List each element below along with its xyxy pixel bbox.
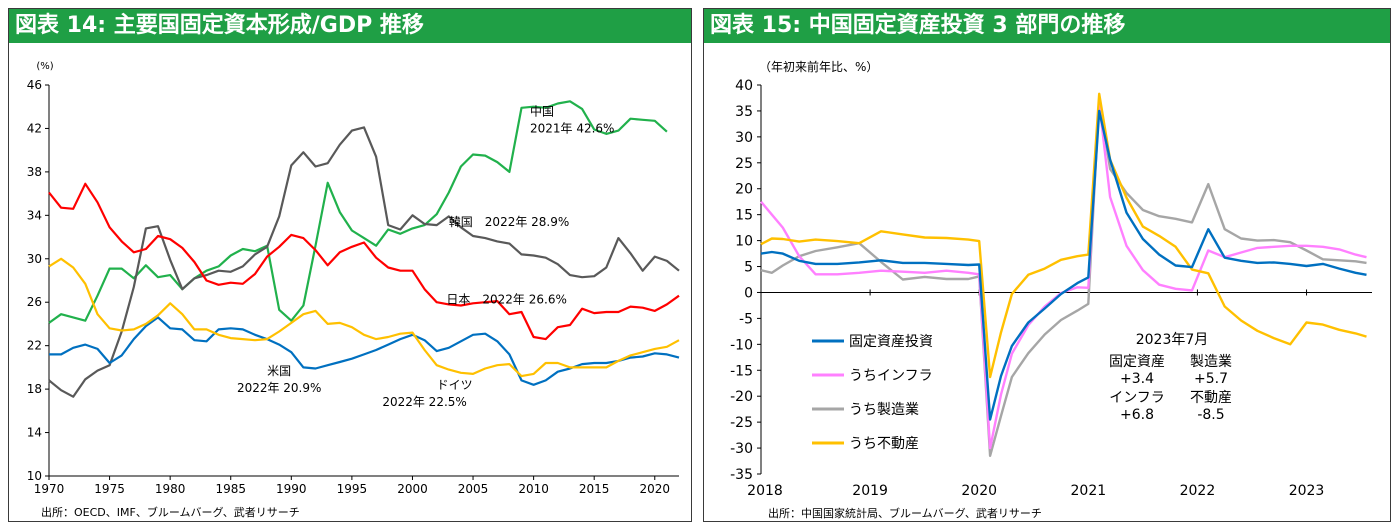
legend-label-2: うち製造業: [849, 402, 919, 418]
y-tick-label-left: 30: [27, 252, 42, 266]
x-tick-label-right: 2021: [1071, 483, 1107, 499]
x-tick-label-left: 1985: [215, 482, 246, 496]
series-line-2: [760, 97, 1367, 457]
y-tick-label-right: 0: [744, 285, 753, 301]
annotation-usa: 米国: [267, 364, 291, 378]
y-tick-label-right: 25: [735, 156, 753, 172]
x-tick-label-right: 2018: [747, 483, 783, 499]
y-tick-label-left: 22: [27, 339, 42, 353]
y-tick-label-right: 30: [735, 130, 753, 146]
y-tick-label-right: 40: [735, 78, 753, 94]
annotation-label: 不動産: [1190, 390, 1232, 406]
x-tick-label-left: 1980: [155, 482, 186, 496]
y-tick-label-left: 46: [27, 78, 42, 92]
chart-title-right: 図表 15: 中国固定資産投資 3 部門の推移: [704, 9, 1390, 43]
x-tick-label-right: 2023: [1289, 483, 1325, 499]
y-tick-label-left: 38: [27, 165, 42, 179]
y-tick-label-right: 15: [735, 208, 753, 224]
x-tick-label-left: 1990: [276, 482, 307, 496]
x-tick-label-left: 2020: [639, 482, 670, 496]
legend-label-3: うち不動産: [849, 436, 919, 452]
legend-label-1: うちインフラ: [849, 368, 933, 384]
chart-left-svg: (%) 10 14 18 22 26 30 34 38 42 46 1970 1975 1980 1985 1…: [27, 61, 680, 519]
annotation-value: +6.8: [1120, 407, 1154, 423]
annotation-label: インフラ: [1109, 390, 1165, 406]
series-line-china: [48, 100, 668, 324]
chart-panel-left: 図表 14: 主要国固定資本形成/GDP 推移 (%) 10 14 18 22 26 30 3…: [8, 8, 692, 522]
source-note-left: 出所：OECD、IMF、ブルームバーグ、武者リサーチ: [41, 505, 300, 519]
y-tick-label-right: -30: [730, 441, 753, 457]
x-tick-label-right: 2020: [961, 483, 997, 499]
annotation-value: +5.7: [1194, 371, 1228, 387]
x-tick-label-left: 2005: [458, 482, 489, 496]
y-tick-label-right: -35: [730, 467, 753, 483]
chart-title-left: 図表 14: 主要国固定資本形成/GDP 推移: [9, 9, 691, 43]
y-tick-label-right: -15: [730, 363, 753, 379]
x-tick-label-left: 2015: [579, 482, 610, 496]
y-tick-label-right: 35: [735, 104, 753, 120]
x-tick-label-right: 2019: [852, 483, 888, 499]
y-tick-label-right: 10: [735, 234, 753, 250]
x-tick-label-left: 1975: [94, 482, 125, 496]
annotation-germany: ドイツ: [437, 378, 473, 392]
annotation-china: 2021年 42.6%: [530, 121, 614, 135]
y-tick-label-left: 10: [27, 469, 42, 483]
y-tick-label-right: 20: [735, 182, 753, 198]
annotation-korea: 韓国 2022年 28.9%: [449, 215, 569, 229]
x-tick-label-left: 2010: [518, 482, 549, 496]
annotation-title: 2023年7月: [1136, 332, 1209, 348]
series-line-3: [760, 92, 1367, 379]
y-tick-label-left: 18: [27, 382, 42, 396]
annotation-value: -8.5: [1197, 407, 1224, 423]
y-unit-label-right: （年初来前年比、%）: [759, 59, 878, 74]
series-line-japan: [48, 182, 680, 341]
source-note-right: 出所：中国国家統計局、ブルームバーグ、武者リサーチ: [768, 506, 1042, 520]
series-line-0: [760, 109, 1367, 421]
x-tick-label-left: 1970: [34, 482, 65, 496]
y-tick-label-left: 26: [27, 295, 42, 309]
y-tick-label-right: -10: [730, 337, 753, 353]
x-tick-label-right: 2022: [1180, 483, 1216, 499]
y-tick-label-right: 5: [744, 260, 753, 276]
series-line-usa: [49, 316, 680, 386]
x-tick-label-left: 2000: [397, 482, 428, 496]
y-tick-label-right: -25: [730, 415, 753, 431]
y-tick-label-right: -20: [730, 389, 753, 405]
y-tick-label-right: -5: [739, 311, 753, 327]
y-tick-label-left: 42: [27, 121, 42, 135]
y-tick-label-left: 34: [27, 208, 42, 222]
annotation-usa: 2022年 20.9%: [237, 381, 321, 395]
x-tick-label-left: 1995: [337, 482, 368, 496]
chart-panel-right: 図表 15: 中国固定資産投資 3 部門の推移 （年初来前年比、%） -35 -30…: [703, 8, 1391, 522]
annotation-value: +3.4: [1120, 371, 1154, 387]
series-line-korea: [48, 126, 680, 398]
annotation-japan: 日本 2022年 26.6%: [446, 292, 566, 306]
annotation-label: 固定資産: [1109, 354, 1165, 370]
annotation-germany: 2022年 22.5%: [382, 395, 466, 409]
annotation-label: 製造業: [1190, 354, 1232, 370]
series-line-germany: [48, 257, 680, 378]
y-unit-label-left: (%): [36, 61, 53, 72]
annotation-china: 中国: [530, 103, 554, 118]
chart-right-svg: （年初来前年比、%） -35 -30 -25 -20 -15 -10 -5 0 5 10 15 20 25…: [730, 59, 1372, 520]
series-line-1: [760, 101, 1367, 450]
legend-label-0: 固定資産投資: [849, 334, 933, 350]
y-tick-label-left: 14: [27, 426, 42, 440]
